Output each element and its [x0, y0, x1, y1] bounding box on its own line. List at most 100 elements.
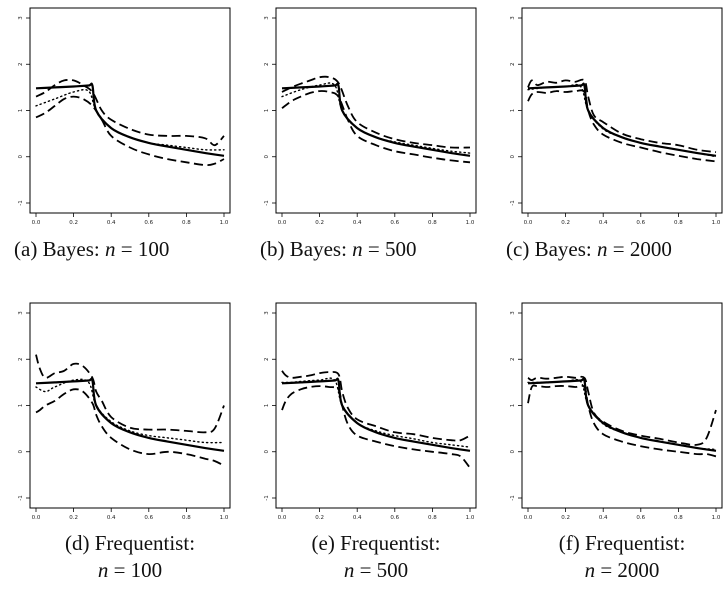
upper-band-dashed-line [281, 75, 471, 149]
series-group [35, 78, 225, 167]
caption-n-value: 500 [377, 558, 409, 582]
y-tick-label: -1 [510, 495, 516, 500]
plot-frame [275, 7, 477, 214]
estimate-dotted-line [35, 378, 225, 444]
true-function-line [281, 377, 471, 452]
x-tick-label: 0.0 [278, 515, 287, 521]
x-tick-label: 0.0 [32, 515, 41, 521]
lower-band-dashed-line [35, 388, 225, 467]
y-tick-label: 3 [510, 16, 516, 20]
caption-line-1: (d) Frequentist: [65, 531, 195, 555]
x-tick-label: 0.8 [674, 220, 683, 226]
caption-line-2: n = 2000 [585, 558, 660, 582]
x-tick-label: 0.2 [69, 220, 78, 226]
lower-band-dashed-line [527, 384, 717, 458]
y-tick-label: 2 [264, 63, 270, 67]
y-tick-label: 1 [264, 404, 270, 408]
panel-c: 0.0 0.2 0.4 0.6 0.8 1.0 -1 0 1 2 3 (c) Bayes: n = 2… [506, 7, 723, 261]
lower-band-dashed-line [281, 385, 471, 469]
plot-frame [29, 7, 231, 214]
panel-d: 0.0 0.2 0.4 0.6 0.8 1.0 -1 0 1 2 3 (d) Frequentist:… [18, 302, 231, 582]
panel-b: 0.0 0.2 0.4 0.6 0.8 1.0 -1 0 1 2 3 (b) Bayes: n = 5… [260, 7, 477, 261]
series-group [281, 370, 471, 469]
caption-method: Frequentist: [340, 531, 440, 555]
y-tick-label: 2 [18, 63, 24, 67]
caption-label: (d) [65, 531, 95, 555]
x-tick-label: 1.0 [712, 515, 721, 521]
plot-frame [521, 302, 723, 509]
caption-n-value: 100 [138, 237, 170, 261]
caption-n-value: 100 [131, 558, 163, 582]
caption-line-2: n = 100 [98, 558, 162, 582]
true-function-line [35, 377, 225, 452]
panel-a: 0.0 0.2 0.4 0.6 0.8 1.0 -1 0 1 2 3 (a) Bayes: n = 1… [14, 7, 231, 261]
caption-n-symbol: n [585, 558, 596, 582]
x-tick-label: 0.4 [107, 220, 116, 226]
x-tick-label: 0.6 [636, 220, 645, 226]
caption-n-value: 500 [385, 237, 417, 261]
caption-method: Bayes: [290, 237, 352, 261]
y-tick-label: 1 [510, 109, 516, 113]
x-tick-label: 0.8 [182, 515, 191, 521]
caption-n-symbol: n [98, 558, 109, 582]
upper-band-dashed-line [35, 78, 225, 147]
series-group [35, 354, 225, 467]
estimate-dotted-line [527, 378, 717, 451]
x-tick-label: 0.0 [524, 220, 533, 226]
caption: (b) Bayes: n = 500 [260, 237, 417, 261]
plot-frame [275, 302, 477, 509]
panel-e: 0.0 0.2 0.4 0.6 0.8 1.0 -1 0 1 2 3 (e) Frequentist:… [264, 302, 477, 582]
caption-method: Frequentist: [585, 531, 685, 555]
upper-band-dashed-line [527, 375, 717, 446]
y-tick-label: -1 [510, 200, 516, 205]
caption-method: Bayes: [43, 237, 105, 261]
x-tick-label: 0.4 [599, 515, 608, 521]
x-tick-label: 0.0 [32, 220, 41, 226]
caption-label: (b) [260, 237, 290, 261]
y-tick-label: 3 [18, 311, 24, 315]
y-tick-label: 0 [18, 155, 24, 159]
x-tick-label: 0.6 [390, 515, 399, 521]
x-tick-label: 0.4 [599, 220, 608, 226]
y-tick-label: 0 [264, 155, 270, 159]
upper-band-dashed-line [527, 78, 717, 153]
y-tick-label: 2 [18, 358, 24, 362]
x-tick-label: 0.8 [182, 220, 191, 226]
estimate-dotted-line [281, 377, 471, 448]
x-tick-label: 1.0 [466, 515, 475, 521]
estimate-dotted-line [35, 88, 225, 151]
y-tick-label: 0 [264, 450, 270, 454]
series-group [527, 78, 717, 163]
caption-method: Frequentist: [95, 531, 195, 555]
y-tick-label: -1 [264, 200, 270, 205]
y-tick-label: 1 [18, 404, 24, 408]
x-tick-label: 0.6 [636, 515, 645, 521]
x-tick-label: 0.6 [390, 220, 399, 226]
true-function-line [527, 377, 717, 452]
y-tick-label: 0 [510, 155, 516, 159]
upper-band-dashed-line [281, 370, 471, 442]
y-tick-label: -1 [18, 495, 24, 500]
y-tick-label: 0 [510, 450, 516, 454]
panel-f: 0.0 0.2 0.4 0.6 0.8 1.0 -1 0 1 2 3 (f) Frequentist:… [510, 302, 723, 582]
x-tick-label: 0.2 [315, 515, 324, 521]
caption-label: (a) [14, 237, 43, 261]
caption-n-symbol: n [344, 558, 355, 582]
x-tick-label: 1.0 [466, 220, 475, 226]
caption-line-1: (f) Frequentist: [559, 531, 686, 555]
y-tick-label: 3 [510, 311, 516, 315]
caption-eq: = [354, 558, 376, 582]
x-tick-label: 0.2 [315, 220, 324, 226]
x-tick-label: 0.4 [107, 515, 116, 521]
estimate-dotted-line [281, 82, 471, 154]
x-tick-label: 0.2 [561, 515, 570, 521]
lower-band-dashed-line [527, 89, 717, 163]
caption: (a) Bayes: n = 100 [14, 237, 169, 261]
y-tick-label: 1 [264, 109, 270, 113]
caption-n-symbol: n [105, 237, 116, 261]
x-tick-label: 0.4 [353, 220, 362, 226]
caption-n-symbol: n [597, 237, 608, 261]
caption-n-value: 2000 [617, 558, 659, 582]
caption-eq: = [115, 237, 137, 261]
caption-label: (c) [506, 237, 535, 261]
